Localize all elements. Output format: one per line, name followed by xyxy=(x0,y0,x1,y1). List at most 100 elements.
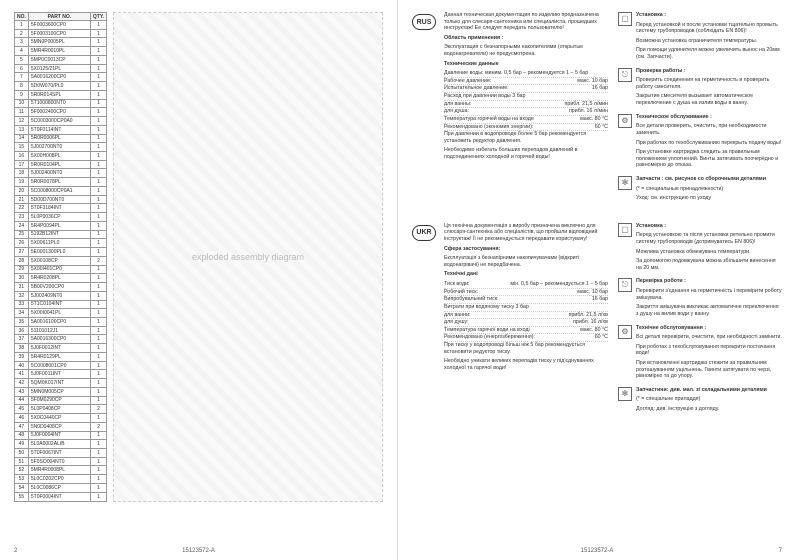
table-row: 125C0003000CP0A01 xyxy=(15,117,107,126)
table-row: 135T0F0114INT1 xyxy=(15,125,107,134)
lang-block-ukr: UKR Ця технічна документація з виробу пр… xyxy=(412,223,782,420)
spec-line: для ванни:прибл. 21,5 л/хв xyxy=(444,312,608,320)
spec-line: Рекомендовано (енергозбереження):60 °C xyxy=(444,334,608,342)
table-row: 295X00I401CP01 xyxy=(15,265,107,274)
doc-number-right: 15123572-A xyxy=(581,548,614,554)
spare-section: ✻Запчасти : см. рисунок со сборочными де… xyxy=(618,176,782,205)
table-row: 205C0008000CP0A11 xyxy=(15,186,107,195)
table-row: 405C0008001CP01 xyxy=(15,361,107,370)
table-row: 375A0016300CP01 xyxy=(15,335,107,344)
table-row: 455L0P0408CP2 xyxy=(15,405,107,414)
table-row: 15F0003600CP01 xyxy=(15,21,107,30)
table-row: 305R4R0208PL1 xyxy=(15,274,107,283)
maint-section: ⚙Технічне обслуговування :Всі деталі пер… xyxy=(618,325,782,383)
ukr-intro: Ця технічна документація з виробу призна… xyxy=(444,223,608,243)
spec-line: Расход при давлении воды 3 бар xyxy=(444,93,608,101)
table-row: 145R0R0006PL1 xyxy=(15,134,107,143)
install-section: ▢Установка :Перед установкою та після ус… xyxy=(618,223,782,275)
col-no: NO. xyxy=(15,13,29,21)
table-row: 155J002700NT01 xyxy=(15,143,107,152)
spec-line: Давление воды: миним. 0,5 бар – рекоменд… xyxy=(444,70,608,78)
table-row: 85D0W070/PL01 xyxy=(15,82,107,91)
install-icon: ▢ xyxy=(618,223,632,237)
install-icon: ▢ xyxy=(618,12,632,26)
spare-icon: ✻ xyxy=(618,387,632,401)
lang-badge-rus: RUS xyxy=(412,14,436,30)
table-row: 285X00108CP2 xyxy=(15,256,107,265)
rus-tech-head: Технические данные xyxy=(444,61,608,68)
doc-number-left: 15123572-A xyxy=(182,548,215,554)
table-row: 35MN0P0005PL1 xyxy=(15,38,107,47)
page-left: NO. PART NO. QTY. 15F0003600CP0125F00031… xyxy=(0,0,398,560)
table-row: 55MP0C0013CP1 xyxy=(15,55,107,64)
table-row: 195R0R0078PL1 xyxy=(15,178,107,187)
table-row: 435MN0M005CP1 xyxy=(15,387,107,396)
spec-line: для ванны:прибл. 21,5 л/мин xyxy=(444,101,608,109)
table-row: 95R0R014SPL1 xyxy=(15,90,107,99)
ukr-col-left: Ця технічна документація з виробу призна… xyxy=(444,223,608,420)
spare-icon: ✻ xyxy=(618,176,632,190)
spec-line: Рекомендовано (экономия энергии):60 °C xyxy=(444,124,608,132)
spec-line: для душу:прибл. 16 л/хв xyxy=(444,319,608,327)
table-row: 395R4R0129PL1 xyxy=(15,352,107,361)
rus-intro: Данная техническая документация по издел… xyxy=(444,12,608,32)
table-row: 245R4P0094PL1 xyxy=(15,221,107,230)
ukr-note2: Необхідно уникати великих перепадів тиск… xyxy=(444,358,608,371)
table-row: 275E0001300PL01 xyxy=(15,248,107,257)
spec-line: Випробувальний тиск:16 бар xyxy=(444,296,608,304)
table-row: 505T0F0067INT1 xyxy=(15,448,107,457)
table-row: 165X00H008PL1 xyxy=(15,152,107,161)
page-number-right: 7 xyxy=(779,548,782,554)
table-row: 445F0M0290CP1 xyxy=(15,396,107,405)
table-row: 355A0016100CP01 xyxy=(15,317,107,326)
table-row: 485J0F0004INT1 xyxy=(15,431,107,440)
spec-line: Витрати при водяному тиску 3 бар xyxy=(444,304,608,312)
table-row: 175R0R0104PL1 xyxy=(15,160,107,169)
table-row: 495L0A0002ALIB1 xyxy=(15,440,107,449)
table-row: 425QM0K017INT1 xyxy=(15,379,107,388)
table-row: 225T0F3184INT1 xyxy=(15,204,107,213)
maint-section: ⚙Техническое обслуживание :Все детали пр… xyxy=(618,114,782,172)
diagram-placeholder: exploded assembly diagram xyxy=(113,12,383,502)
table-row: 415J0F0011INT1 xyxy=(15,370,107,379)
ukr-note1: При тиску у водопроводі більш ніж 5 бар … xyxy=(444,342,608,355)
rus-scope: Эксплуатация с безнапорными накопителями… xyxy=(444,44,608,57)
table-row: 115F0002400CP01 xyxy=(15,108,107,117)
table-row: 535L0C0202CP01 xyxy=(15,475,107,484)
table-row: 465X0C0440CP1 xyxy=(15,414,107,423)
install-section: ▢Установка :Перед установкой и после уст… xyxy=(618,12,782,64)
spec-line: Температура горячей воды на входемакс. 8… xyxy=(444,116,608,124)
check-section: ⎋Проверка работы :Проверить соединения н… xyxy=(618,68,782,110)
table-row: 555T0F0004INT1 xyxy=(15,492,107,501)
check-section: ⎋Перевірка роботи :Перевірити з'єднання … xyxy=(618,278,782,320)
table-row: 525MR4R0008PL1 xyxy=(15,466,107,475)
rus-col-left: Данная техническая документация по издел… xyxy=(444,12,608,209)
page-number-left: 2 xyxy=(14,548,17,554)
ukr-tech-head: Технічні дані xyxy=(444,271,608,278)
table-row: 105T1000800NT01 xyxy=(15,99,107,108)
exploded-diagram: exploded assembly diagram xyxy=(113,12,383,502)
table-row: 385J0F0012INT1 xyxy=(15,344,107,353)
ukr-scope-head: Сфера застосування: xyxy=(444,246,608,253)
table-row: 75A0016200CP01 xyxy=(15,73,107,82)
maint-icon: ⚙ xyxy=(618,114,632,128)
table-row: 215D00D700NT01 xyxy=(15,195,107,204)
ukr-col-right: ▢Установка :Перед установкою та після ус… xyxy=(618,223,782,420)
page-right: RUS Данная техническая документация по и… xyxy=(398,0,796,560)
rus-scope-head: Область применения : xyxy=(444,35,608,42)
rus-col-right: ▢Установка :Перед установкой и после уст… xyxy=(618,12,782,209)
table-row: 545L0C0086CP1 xyxy=(15,483,107,492)
spec-line: Рабочее давление:макс. 10 бар xyxy=(444,78,608,86)
table-row: 515F0SO004NT01 xyxy=(15,457,107,466)
rus-note1: При давлении в водопроводе более 5 бар р… xyxy=(444,131,608,144)
spec-line: Тиск води:мін. 0,5 бар – рекомендується … xyxy=(444,281,608,289)
ukr-scope: Експлуатація з безнапірними накопичувача… xyxy=(444,255,608,268)
lang-badge-ukr: UKR xyxy=(412,225,436,241)
table-row: 45MR4R0010PL1 xyxy=(15,47,107,56)
table-row: 25F0003100CP01 xyxy=(15,29,107,38)
maint-icon: ⚙ xyxy=(618,325,632,339)
table-row: 265X00611PL01 xyxy=(15,239,107,248)
parts-table: NO. PART NO. QTY. 15F0003600CP0125F00031… xyxy=(14,12,107,502)
col-partno: PART NO. xyxy=(28,13,90,21)
table-row: 3651101012J11 xyxy=(15,326,107,335)
